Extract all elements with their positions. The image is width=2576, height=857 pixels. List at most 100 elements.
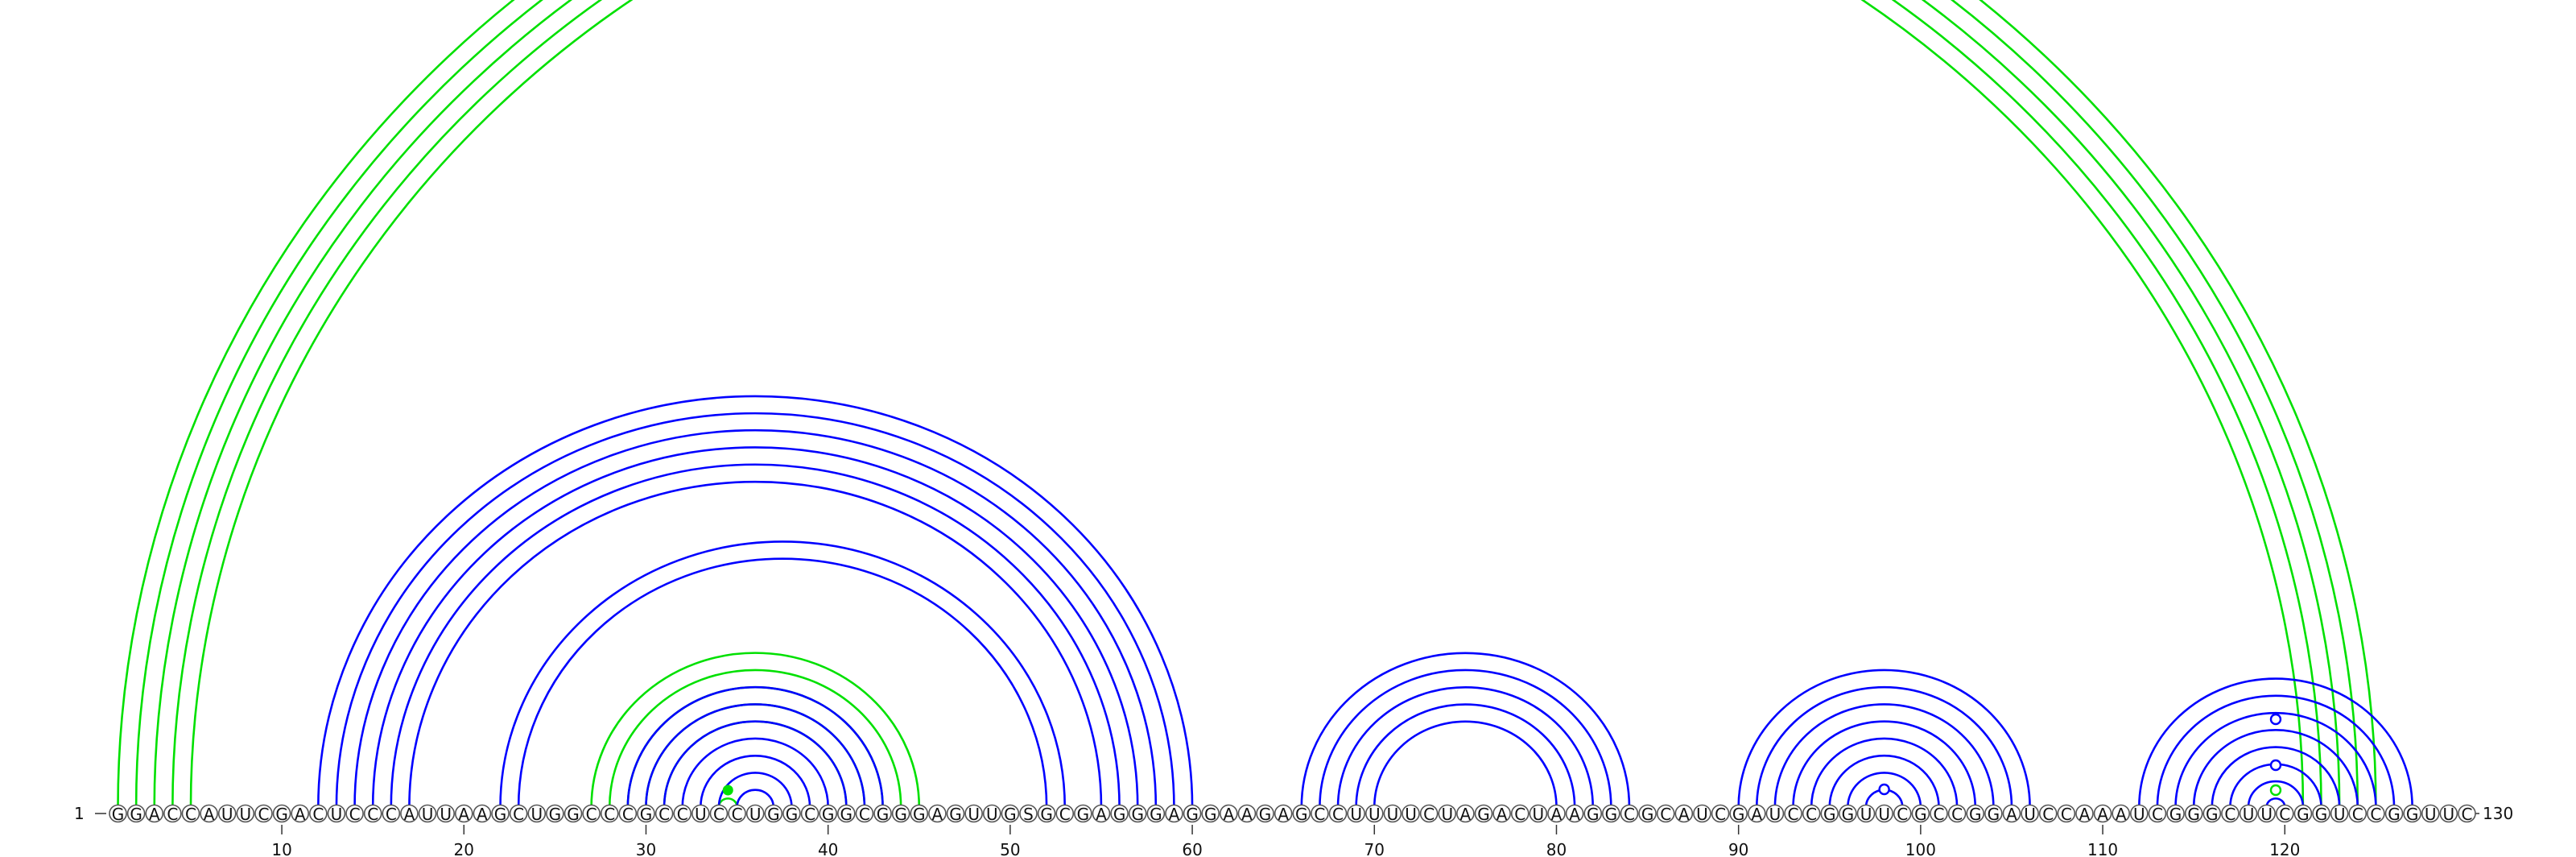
axis-tick-label: 110 (2087, 840, 2118, 857)
nucleotide-letter: A (1751, 805, 1762, 824)
nucleotide-circle (800, 804, 819, 823)
axis-tick-label: 60 (1182, 840, 1202, 857)
nucleotide-circle (527, 804, 547, 823)
nucleotide-letter: C (1423, 805, 1435, 824)
nucleotide-letter: C (258, 805, 269, 824)
nucleotide-circle (436, 804, 455, 823)
nucleotide-letter: U (1387, 805, 1399, 824)
nucleotide-letter: C (2279, 805, 2290, 824)
nucleotide-circle (509, 804, 528, 823)
nucleotide-circle (1292, 804, 1311, 823)
nucleotide-circle (1893, 804, 1912, 823)
nucleotide-letter: C (732, 805, 743, 824)
nucleotide-letter: A (1569, 805, 1580, 824)
nucleotide-letter: C (1660, 805, 1671, 824)
nucleotide-circle (1165, 804, 1183, 823)
nucleotide-letter: G (2169, 805, 2182, 824)
nucleotide-circle (691, 804, 710, 823)
nucleotide-letter: C (1951, 805, 1963, 824)
nucleotide-letter: G (840, 805, 853, 824)
nucleotide-letter: U (1860, 805, 1872, 824)
nucleotide-circle (291, 804, 310, 823)
nucleotide-letter: C (2370, 805, 2381, 824)
nucleotide-letter: U (749, 805, 762, 824)
nucleotide-circle (1474, 804, 1493, 823)
nucleotide-letter: G (1186, 805, 1199, 824)
predicted-pair-arc (371, 446, 1139, 808)
predicted-pair-marker (2269, 759, 2282, 772)
nucleotide-letter: C (1624, 805, 1635, 824)
reference-pair-arc (608, 669, 902, 808)
nucleotide-circle (1456, 804, 1475, 823)
nucleotide-circle (1220, 804, 1238, 823)
nucleotide-circle (145, 804, 164, 823)
nucleotide-letter: U (331, 805, 343, 824)
nucleotide-circle (491, 804, 510, 823)
nucleotide-letter: C (1514, 805, 1525, 824)
predicted-pair-arc (390, 463, 1121, 808)
nucleotide-letter: G (1988, 805, 2000, 824)
nucleotide-circle (928, 804, 947, 823)
nucleotide-letter: A (1496, 805, 1508, 824)
nucleotide-letter: C (713, 805, 724, 824)
reference-pair-arc (663, 720, 848, 808)
predicted-pair-arc (317, 395, 1194, 808)
nucleotide-letter: G (786, 805, 799, 824)
nucleotide-letter: C (586, 805, 597, 824)
nucleotide-letter: A (477, 805, 488, 824)
nucleotide-circle (946, 804, 965, 823)
nucleotide-letter: G (949, 805, 962, 824)
nucleotide-letter: A (1678, 805, 1690, 824)
nucleotide-letter: A (149, 805, 160, 824)
nucleotide-letter: C (622, 805, 634, 824)
nucleotide-circle (126, 804, 146, 823)
nucleotide-circle (2367, 804, 2385, 823)
nucleotide-letter: U (1405, 805, 1417, 824)
predicted-pair-arc (2138, 677, 2413, 808)
predicted-pair-arc (1373, 720, 1558, 808)
nucleotide-circle (1638, 804, 1657, 823)
nucleotide-letter: G (1131, 805, 1144, 824)
nucleotide-circle (272, 804, 291, 823)
nucleotide-circle (982, 804, 1001, 823)
nucleotide-letter: C (859, 805, 870, 824)
predicted-pair-arc (517, 557, 1048, 808)
axis-tick-label: 30 (636, 840, 656, 857)
nucleotide-letter: C (2042, 805, 2054, 824)
predicted-pair-arc (1792, 720, 1977, 808)
nucleotide-circle (1839, 804, 1857, 823)
nucleotide-letter: A (1460, 805, 1472, 824)
predicted-pair-arc (736, 789, 775, 808)
nucleotide-letter: U (422, 805, 434, 824)
nucleotide-circle (217, 804, 237, 823)
nucleotide-circle (1748, 804, 1766, 823)
nucleotide-letter: A (1096, 805, 1107, 824)
nucleotide-circle (2057, 804, 2076, 823)
nucleotide-letter: C (185, 805, 196, 824)
nucleotide-circle (1037, 804, 1056, 823)
predicted-pair-arc (700, 754, 811, 808)
nucleotide-letter: G (1077, 805, 1090, 824)
nucleotide-letter: C (677, 805, 688, 824)
nucleotide-circle (1930, 804, 1948, 823)
predicted-pair-arc (1810, 737, 1959, 808)
nucleotide-circle (709, 804, 729, 823)
nucleotide-letter: C (804, 805, 815, 824)
nucleotide-letter: G (567, 805, 580, 824)
nucleotide-circle (1620, 804, 1639, 823)
nucleotide-letter: G (767, 805, 780, 824)
axis-tick-label: 120 (2269, 840, 2300, 857)
nucleotide-circle (2312, 804, 2330, 823)
nucleotide-circle (1547, 804, 1566, 823)
nucleotide-letter: G (894, 805, 907, 824)
nucleotide-letter: G (1150, 805, 1162, 824)
reference-pair-arc (117, 0, 2377, 808)
nucleotide-circle (673, 804, 692, 823)
nucleotide-circle (254, 804, 273, 823)
nucleotide-letter: G (1914, 805, 1927, 824)
nucleotide-letter: G (2406, 805, 2419, 824)
nucleotide-circle (1146, 804, 1166, 823)
nucleotide-circle (1438, 804, 1457, 823)
nucleotide-circle (2348, 804, 2368, 823)
nucleotide-letter: U (2260, 805, 2273, 824)
